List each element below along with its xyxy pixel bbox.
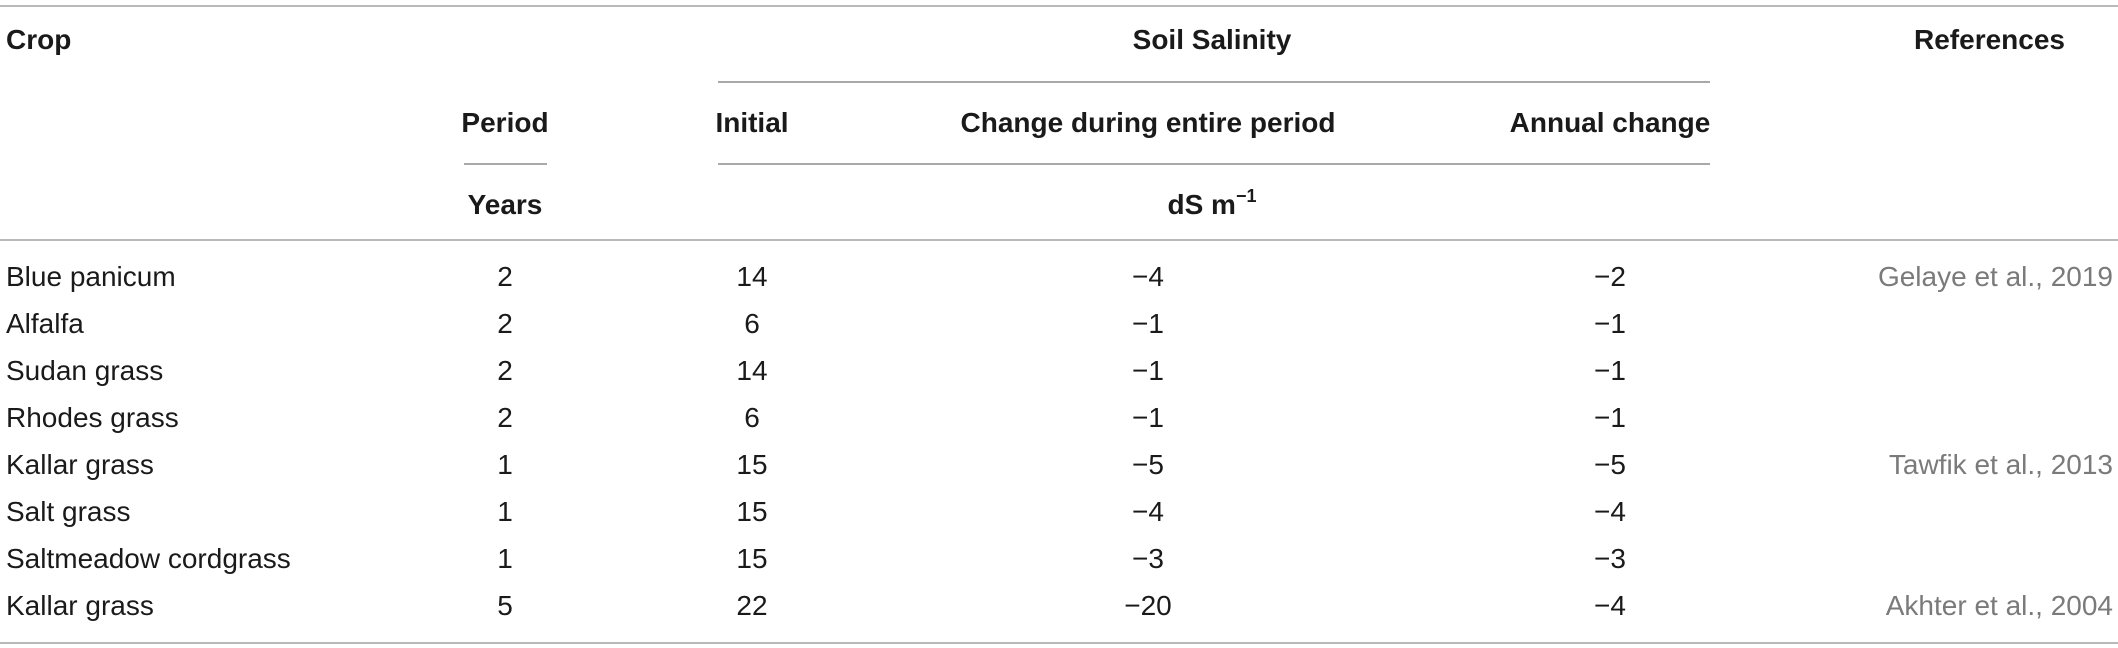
cell-annual: −1 — [1594, 355, 1626, 386]
cell-change: −1 — [1132, 355, 1164, 386]
cell-initial: 15 — [736, 543, 768, 574]
cell-reference: Tawfik et al., 2013 — [1888, 449, 2113, 480]
cell-period: 1 — [497, 543, 513, 574]
unit-exponent: −1 — [1235, 185, 1257, 206]
header-crop: Crop — [6, 24, 72, 55]
cell-crop: Salt grass — [6, 496, 131, 527]
cell-initial: 22 — [736, 590, 768, 621]
cell-initial: 6 — [744, 308, 760, 339]
cell-change: −4 — [1132, 496, 1164, 527]
cell-crop: Saltmeadow cordgrass — [6, 543, 291, 574]
cell-annual: −5 — [1594, 449, 1626, 480]
header-soil-salinity: Soil Salinity — [1132, 24, 1292, 55]
cell-crop: Rhodes grass — [6, 402, 179, 433]
header-years: Years — [467, 189, 543, 220]
cell-change: −5 — [1132, 449, 1164, 480]
cell-change: −1 — [1132, 308, 1164, 339]
cell-crop: Alfalfa — [6, 308, 84, 339]
cell-period: 1 — [497, 496, 513, 527]
top-rule — [0, 5, 2118, 7]
cell-initial: 14 — [736, 355, 768, 386]
cell-period: 2 — [497, 261, 513, 292]
cell-crop: Kallar grass — [6, 449, 154, 480]
cell-crop: Kallar grass — [6, 590, 154, 621]
cell-initial: 14 — [736, 261, 768, 292]
units-rule — [718, 163, 1710, 165]
unit-base: dS m — [1167, 189, 1236, 220]
cell-annual: −2 — [1594, 261, 1626, 292]
cell-annual: −1 — [1594, 308, 1626, 339]
bottom-rule — [0, 642, 2118, 644]
cell-initial: 6 — [744, 402, 760, 433]
cell-period: 2 — [497, 402, 513, 433]
header-period: Period — [461, 107, 549, 138]
cell-annual: −3 — [1594, 543, 1626, 574]
header-bottom-rule — [0, 239, 2118, 241]
cell-crop: Sudan grass — [6, 355, 164, 386]
cell-period: 2 — [497, 308, 513, 339]
cell-annual: −4 — [1594, 590, 1626, 621]
cell-reference: Gelaye et al., 2019 — [1877, 261, 2113, 292]
cell-annual: −1 — [1594, 402, 1626, 433]
header-units: dS m−1 — [1167, 185, 1257, 222]
cell-crop: Blue panicum — [6, 261, 176, 292]
soil-salinity-rule — [718, 81, 1710, 83]
cell-change: −3 — [1132, 543, 1164, 574]
header-initial: Initial — [715, 107, 789, 138]
cell-initial: 15 — [736, 496, 768, 527]
cell-change: −1 — [1132, 402, 1164, 433]
cell-period: 1 — [497, 449, 513, 480]
cell-period: 5 — [497, 590, 513, 621]
period-rule — [464, 163, 547, 165]
cell-change: −4 — [1132, 261, 1164, 292]
cell-reference: Akhter et al., 2004 — [1885, 590, 2113, 621]
header-annual-change: Annual change — [1509, 107, 1711, 138]
cell-period: 2 — [497, 355, 513, 386]
header-change-entire: Change during entire period — [960, 107, 1336, 138]
header-references: References — [1914, 24, 2065, 55]
cell-change: −20 — [1124, 590, 1172, 621]
cell-initial: 15 — [736, 449, 768, 480]
cell-annual: −4 — [1594, 496, 1626, 527]
